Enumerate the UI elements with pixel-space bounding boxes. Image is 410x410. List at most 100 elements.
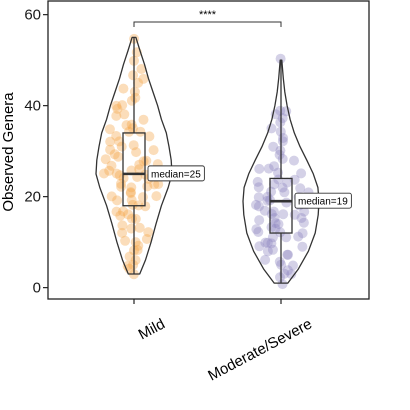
data-point	[125, 187, 136, 198]
data-point	[122, 261, 133, 271]
data-point	[252, 176, 263, 187]
significance-label: ****	[199, 9, 217, 21]
data-point	[137, 192, 148, 203]
data-point	[138, 114, 149, 125]
data-point	[128, 140, 139, 151]
data-point	[138, 156, 149, 167]
y-tick-label: 20	[24, 189, 41, 206]
data-point	[115, 210, 126, 221]
data-point	[275, 105, 286, 116]
data-point	[273, 219, 284, 230]
data-point	[117, 220, 128, 231]
y-tick-label: 40	[24, 98, 41, 115]
data-point	[112, 195, 123, 206]
data-point	[282, 265, 293, 276]
data-point	[144, 131, 155, 142]
data-point	[111, 168, 122, 179]
data-point	[282, 249, 293, 260]
significance-bracket	[133, 21, 282, 27]
data-point	[118, 206, 129, 217]
data-point	[251, 199, 261, 210]
data-point	[268, 141, 279, 152]
data-point	[112, 103, 123, 114]
data-point	[266, 123, 277, 134]
data-point	[141, 155, 152, 166]
data-point	[134, 164, 145, 175]
y-axis-title: Observed Genera	[0, 92, 17, 212]
data-point	[127, 199, 138, 210]
data-point	[138, 73, 149, 84]
data-point	[288, 260, 298, 271]
data-point	[100, 154, 111, 165]
data-point	[111, 206, 122, 217]
data-point	[253, 201, 264, 212]
data-point	[269, 179, 280, 190]
data-point	[262, 246, 273, 257]
data-point	[133, 77, 144, 88]
data-point	[283, 249, 293, 260]
data-point	[277, 113, 288, 124]
data-point	[106, 160, 117, 171]
data-point	[279, 268, 290, 279]
y-tick-label: 60	[24, 7, 41, 24]
data-point	[134, 222, 145, 233]
data-point	[128, 259, 139, 270]
data-point	[130, 237, 141, 248]
data-point	[266, 222, 277, 233]
data-point	[260, 237, 271, 248]
plot-area: median=25 median=19 ****	[95, 9, 352, 290]
data-point	[253, 227, 264, 237]
data-point	[130, 92, 141, 103]
data-point	[263, 163, 274, 174]
data-point	[299, 206, 310, 217]
data-point	[270, 218, 281, 229]
data-point	[251, 224, 262, 235]
data-point	[113, 151, 124, 162]
data-point	[133, 240, 144, 251]
median-label: median=19	[298, 197, 348, 208]
data-point	[254, 215, 265, 226]
data-point	[269, 161, 280, 172]
data-point	[126, 182, 137, 193]
data-point	[254, 241, 265, 252]
data-point	[274, 149, 285, 160]
data-point	[129, 86, 140, 97]
data-point	[267, 244, 278, 255]
y-axis: 0 20 40 60	[24, 7, 48, 297]
data-point	[270, 223, 281, 234]
data-point	[254, 163, 265, 174]
data-point	[124, 251, 135, 262]
data-point	[111, 131, 122, 141]
data-point	[274, 256, 285, 267]
data-point	[111, 110, 122, 121]
data-point	[260, 254, 271, 265]
data-point	[289, 209, 300, 220]
data-point	[148, 145, 159, 156]
data-point	[120, 235, 131, 246]
box-iqr	[269, 177, 293, 234]
data-point	[266, 238, 277, 249]
data-point	[121, 120, 132, 131]
data-point	[130, 213, 141, 224]
data-point	[127, 123, 138, 134]
data-point	[282, 177, 293, 188]
data-point	[275, 227, 286, 238]
data-point	[118, 83, 129, 94]
data-point	[277, 153, 288, 164]
data-point	[131, 147, 142, 158]
data-point	[114, 136, 125, 147]
data-point	[266, 186, 277, 197]
median-label: median=25	[151, 169, 201, 180]
data-point	[135, 126, 146, 137]
data-point	[136, 64, 147, 74]
data-point	[297, 241, 308, 252]
data-point	[134, 159, 145, 170]
data-point	[143, 227, 154, 238]
data-point	[130, 255, 141, 266]
data-point	[289, 155, 299, 166]
x-axis: Mild Moderate/Severe	[133, 299, 315, 385]
data-point	[259, 205, 270, 216]
median-label-box	[294, 192, 352, 209]
data-point	[111, 100, 122, 111]
